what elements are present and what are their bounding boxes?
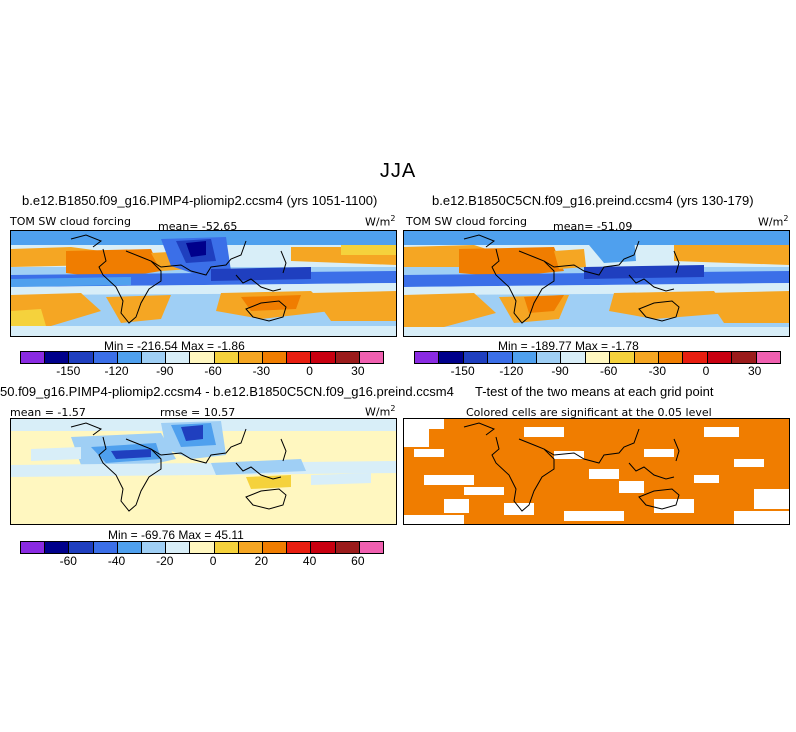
colorbar-tick-label: 0 <box>702 364 710 378</box>
rmse-label: rmse = 10.57 <box>160 406 236 419</box>
colorbar-tick-label: -120 <box>499 364 524 378</box>
colorbar-swatch <box>610 352 635 363</box>
colorbar-swatch <box>45 352 70 363</box>
colorbar-tick-label: -60 <box>59 554 77 568</box>
colorbar-swatch <box>190 352 215 363</box>
colorbar-tick-label: -90 <box>156 364 174 378</box>
colorbar-tick-label: -120 <box>104 364 129 378</box>
variable-label: TOM SW cloud forcing <box>10 215 131 228</box>
mean-label: mean= -51.09 <box>553 220 633 233</box>
colorbar-swatch <box>142 352 167 363</box>
minmax-label: Min = -69.76 Max = 45.11 <box>108 528 244 542</box>
map-pliomip <box>10 230 397 337</box>
colorbar-swatch <box>238 542 264 553</box>
colorbar-swatch <box>166 542 191 553</box>
panel-title-difference: 50.f09_g16.PIMP4-pliomip2.ccsm4 - b.e12.… <box>0 384 454 399</box>
map-ttest <box>403 418 790 525</box>
colorbar-swatch <box>142 542 167 553</box>
colorbar-swatch <box>238 352 264 363</box>
colorbar-tick-label: 30 <box>747 364 762 378</box>
colorbar-swatch <box>311 542 336 553</box>
colorbar-tick-label: 0 <box>306 364 313 378</box>
colorbar-swatch <box>287 352 312 363</box>
colorbar-tick-label: 40 <box>302 554 317 568</box>
colorbar-swatch <box>439 352 464 363</box>
colorbar-swatch <box>214 352 239 363</box>
colorbar-swatch <box>166 352 191 363</box>
ttest-subtitle: Colored cells are significant at the 0.0… <box>466 406 712 419</box>
colorbar-swatch <box>117 352 143 363</box>
colorbar-difference <box>20 541 384 554</box>
minmax-label: Min = -216.54 Max = -1.86 <box>104 339 245 353</box>
colorbar-tick-label: -60 <box>599 364 618 378</box>
colorbar-tick-label: -150 <box>450 364 475 378</box>
colorbar-swatch <box>732 352 757 363</box>
colorbar-tick-label: -20 <box>156 554 174 568</box>
mean-label: mean= -52.65 <box>158 220 238 233</box>
colorbar-field-left <box>20 351 384 364</box>
colorbar-swatch <box>117 542 143 553</box>
colorbar-swatch <box>311 352 336 363</box>
colorbar-swatch <box>359 542 384 553</box>
colorbar-swatch <box>93 542 118 553</box>
variable-label: TOM SW cloud forcing <box>406 215 527 228</box>
colorbar-tick-label: 20 <box>254 554 268 568</box>
colorbar-tick-label: -30 <box>648 364 666 378</box>
colorbar-swatch <box>415 352 440 363</box>
colorbar-field-right <box>414 351 781 364</box>
colorbar-swatch <box>69 352 94 363</box>
colorbar-swatch <box>93 352 118 363</box>
colorbar-swatch <box>561 352 586 363</box>
minmax-label: Min = -189.77 Max = -1.78 <box>498 339 639 353</box>
units-label: W/m2 <box>365 214 396 229</box>
colorbar-swatch <box>659 352 684 363</box>
colorbar-swatch <box>756 352 781 363</box>
colorbar-swatch <box>21 352 46 363</box>
colorbar-swatch <box>214 542 239 553</box>
colorbar-swatch <box>335 542 360 553</box>
season-title: JJA <box>379 160 417 182</box>
colorbar-swatch <box>45 542 70 553</box>
colorbar-tick-label: -90 <box>551 364 569 378</box>
map-difference <box>10 418 397 525</box>
units-label: W/m2 <box>758 214 789 229</box>
colorbar-swatch <box>634 352 660 363</box>
colorbar-tick-label: -150 <box>56 364 81 378</box>
map-preind <box>403 230 790 337</box>
colorbar-swatch <box>707 352 733 363</box>
colorbar-swatch <box>359 352 384 363</box>
colorbar-tick-label: 60 <box>351 554 365 568</box>
colorbar-swatch <box>287 542 312 553</box>
colorbar-swatch <box>585 352 611 363</box>
units-label: W/m2 <box>365 404 396 419</box>
colorbar-swatch <box>69 542 94 553</box>
colorbar-swatch <box>190 542 215 553</box>
colorbar-swatch <box>488 352 513 363</box>
panel-title-preind: b.e12.B1850C5CN.f09_g16.preind.ccsm4 (yr… <box>432 193 754 208</box>
colorbar-tick-label: 30 <box>351 364 365 378</box>
colorbar-tick-label: -30 <box>252 364 270 378</box>
colorbar-swatch <box>263 542 288 553</box>
colorbar-swatch <box>263 352 288 363</box>
colorbar-swatch <box>21 542 46 553</box>
colorbar-tick-label: 0 <box>209 554 217 568</box>
mean-label: mean = -1.57 <box>10 406 86 419</box>
colorbar-swatch <box>463 352 489 363</box>
colorbar-swatch <box>335 352 360 363</box>
colorbar-swatch <box>537 352 562 363</box>
colorbar-swatch <box>683 352 708 363</box>
colorbar-tick-label: -60 <box>204 364 222 378</box>
colorbar-tick-label: -40 <box>107 554 126 568</box>
colorbar-swatch <box>512 352 538 363</box>
panel-title-pliomip: b.e12.B1850.f09_g16.PIMP4-pliomip2.ccsm4… <box>22 193 378 208</box>
panel-title-ttest: T-test of the two means at each grid poi… <box>475 384 714 399</box>
